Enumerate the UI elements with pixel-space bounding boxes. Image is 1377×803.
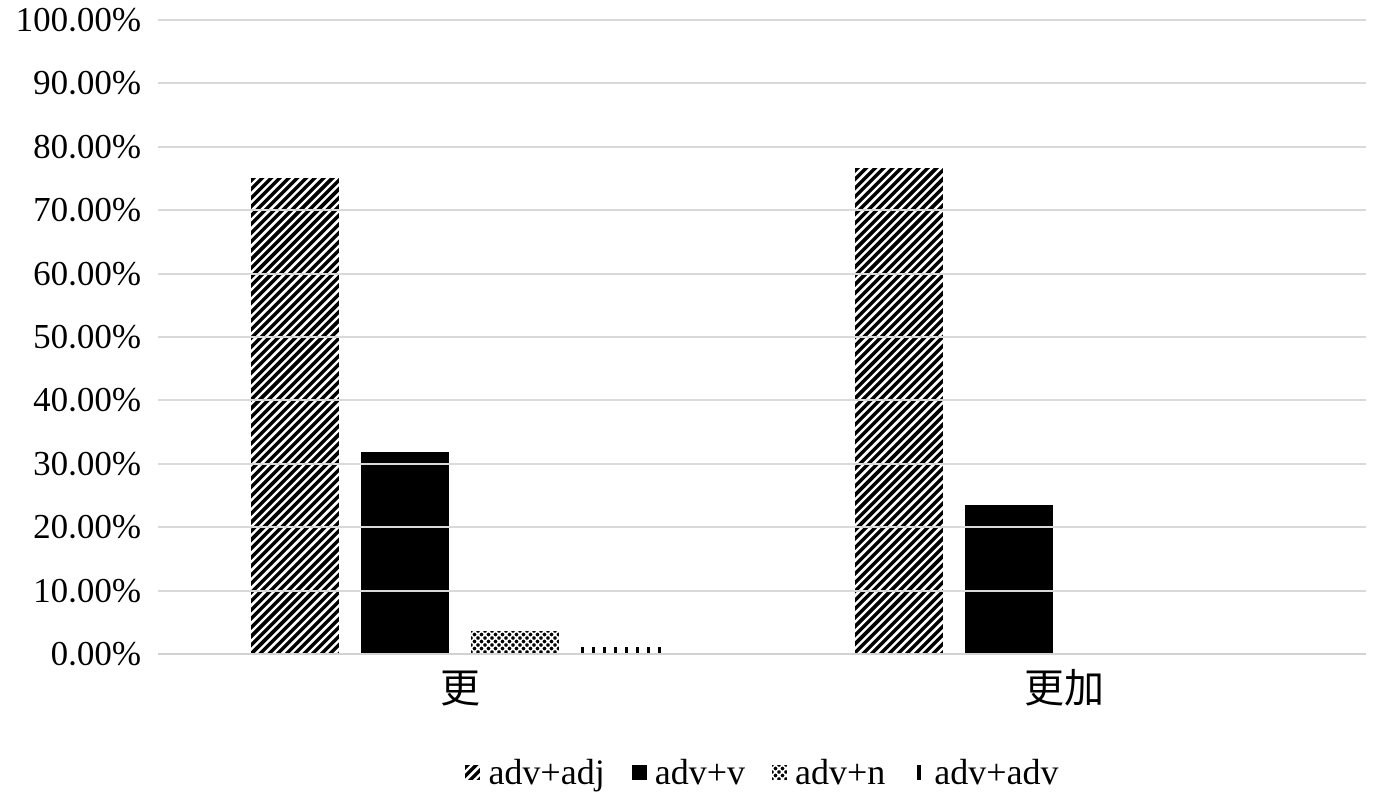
bar-adv+adv bbox=[581, 647, 669, 654]
bar-group-1 bbox=[158, 20, 762, 654]
x-category-label: 更 bbox=[440, 666, 480, 711]
gridline bbox=[158, 589, 1366, 592]
y-axis: 100.00% 90.00% 80.00% 70.00% 60.00% 50.00% 40.… bbox=[0, 0, 141, 700]
y-tick-label: 0.00% bbox=[50, 634, 141, 673]
bar-adv+v bbox=[361, 452, 449, 654]
bar-group-2 bbox=[762, 20, 1366, 654]
y-tick-label: 10.00% bbox=[33, 570, 141, 610]
x-axis-line bbox=[158, 653, 1366, 655]
bar-adv+n bbox=[471, 631, 559, 654]
legend-item-adv+adv: adv+adv bbox=[912, 750, 1059, 794]
legend-swatch-icon bbox=[465, 764, 481, 780]
y-tick-label: 70.00% bbox=[33, 190, 141, 230]
legend-label: adv+v bbox=[654, 752, 745, 792]
legend-label: adv+adj bbox=[488, 752, 605, 792]
gridline bbox=[158, 272, 1366, 275]
bar-adv+adj bbox=[855, 168, 943, 654]
y-tick-label: 80.00% bbox=[33, 126, 141, 166]
y-tick-label: 30.00% bbox=[33, 443, 141, 483]
legend-swatch-icon bbox=[631, 764, 647, 780]
y-tick-label: 100.00% bbox=[15, 0, 141, 39]
gridline bbox=[158, 399, 1366, 402]
legend-item-adv+v: adv+v bbox=[631, 750, 745, 794]
y-tick-label: 20.00% bbox=[33, 507, 141, 547]
legend-item-adv+n: adv+n bbox=[772, 750, 885, 794]
x-category-label: 更加 bbox=[1024, 666, 1104, 711]
x-axis: 更 更加 bbox=[158, 664, 1366, 714]
y-tick-label: 40.00% bbox=[33, 380, 141, 420]
gridline bbox=[158, 336, 1366, 338]
gridline bbox=[158, 145, 1366, 148]
legend-item-adv+adj: adv+adj bbox=[465, 750, 605, 794]
legend-label: adv+n bbox=[795, 752, 886, 792]
bar-adv+adj bbox=[251, 178, 339, 654]
y-tick-label: 90.00% bbox=[33, 63, 141, 103]
bar-adv+v bbox=[965, 505, 1053, 654]
bar-groups bbox=[158, 20, 1366, 654]
plot-area bbox=[158, 19, 1366, 655]
legend-swatch-icon bbox=[772, 764, 787, 780]
gridline bbox=[158, 82, 1366, 85]
gridline bbox=[158, 526, 1366, 529]
y-tick-label: 60.00% bbox=[33, 253, 141, 293]
legend: adv+adj adv+v adv+n adv+adv bbox=[158, 747, 1366, 797]
y-tick-label: 50.00% bbox=[33, 317, 141, 356]
gridline bbox=[158, 19, 1366, 21]
gridline bbox=[158, 462, 1366, 465]
legend-swatch-icon bbox=[917, 764, 922, 780]
gridline bbox=[158, 209, 1366, 212]
legend-label: adv+adv bbox=[934, 752, 1059, 792]
